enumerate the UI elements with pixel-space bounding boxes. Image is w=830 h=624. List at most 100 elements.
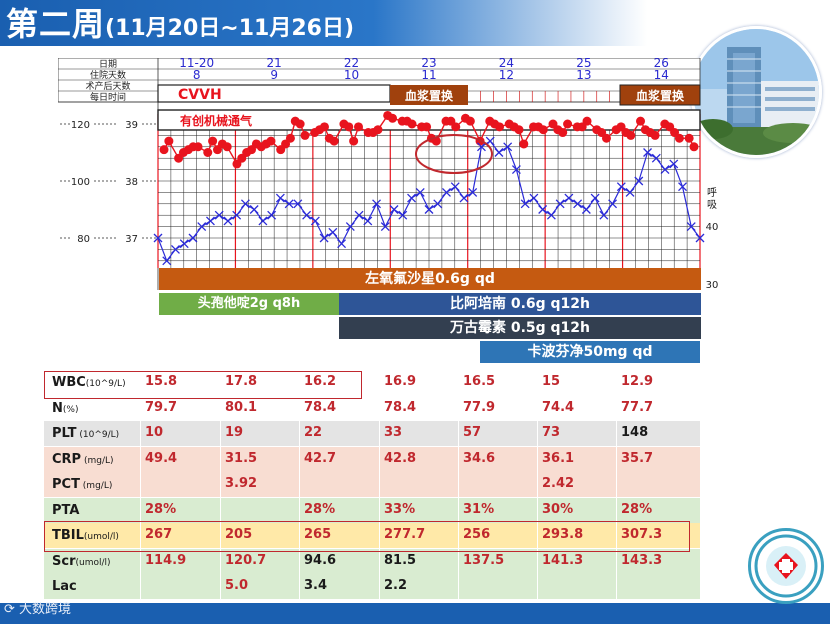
lab-value-cell: 205 xyxy=(225,527,253,542)
pulse-point xyxy=(689,142,699,152)
lab-value-cell: 74.4 xyxy=(542,399,575,415)
chart-resp-label: 呼 xyxy=(707,187,717,199)
pulse-point xyxy=(353,122,363,132)
lab-value-cell: 57 xyxy=(463,425,482,440)
temp-point-mark xyxy=(424,205,434,214)
pulse-point xyxy=(193,142,203,152)
pulse-point xyxy=(208,136,218,146)
pulse-point xyxy=(159,145,169,155)
temp-point-mark xyxy=(275,193,285,203)
lab-name: PTA xyxy=(52,498,79,523)
caspofungin-bar: 卡波芬净50mg qd xyxy=(480,341,700,363)
lab-results-table: WBC(10^9/L) 15.8 17.8 16.2 16.9 16.5 15 12.9 N(%… xyxy=(44,370,700,600)
lab-value-cell: 42.8 xyxy=(384,450,417,466)
lab-name: TBIL(umol/l) xyxy=(52,523,119,548)
lab-name: Lac xyxy=(52,574,77,599)
lab-unit: (umol/l) xyxy=(83,532,119,542)
pulse-point xyxy=(650,130,660,140)
lab-column-divider xyxy=(379,370,380,600)
hospital-name: 常州市第三人民医院感染科 xyxy=(677,3,822,17)
chart-resp-tick-label: 30 xyxy=(706,280,718,290)
temp-point-mark xyxy=(433,199,443,209)
temp-point-mark xyxy=(608,199,618,209)
lab-value-cell: 16.5 xyxy=(463,374,496,389)
plasma-exchange-label-2: 血浆置换 xyxy=(636,88,685,103)
lab-value-cell: 73 xyxy=(542,425,561,440)
temp-point-mark xyxy=(511,165,521,175)
lab-name: CRP (mg/L) xyxy=(52,447,114,472)
seal-emblem-icon xyxy=(754,534,818,598)
lab-row: Lac 5.0 3.4 2.2 xyxy=(44,574,700,599)
chart-resp-tick-label: 40 xyxy=(706,222,718,233)
temp-point-mark xyxy=(380,222,390,232)
temp-point-mark xyxy=(538,205,548,214)
lab-value-cell: 114.9 xyxy=(145,552,187,568)
lab-unit: (umol/l) xyxy=(75,557,111,568)
lab-value-cell: 78.4 xyxy=(304,399,337,415)
chart-temp-axis-label: 38 xyxy=(125,177,138,188)
temp-point-mark xyxy=(232,210,242,220)
lab-value-cell: 12.9 xyxy=(621,374,654,389)
temp-point-mark xyxy=(643,148,653,157)
pulse-point xyxy=(295,119,305,129)
lab-value-cell: 28% xyxy=(304,501,336,517)
lab-value-cell: 137.5 xyxy=(463,552,505,568)
chart-date-label: 11-20 xyxy=(179,58,214,70)
pulse-point xyxy=(626,130,636,140)
cvvh-label: CVVH xyxy=(178,87,222,103)
lab-value-cell: 2.42 xyxy=(542,476,575,491)
temp-line-segment xyxy=(638,152,649,182)
pulse-point xyxy=(222,142,232,152)
lab-value-cell: 3.92 xyxy=(225,476,258,491)
lab-unit: (10^9/L) xyxy=(85,379,126,389)
lab-value-cell: 256 xyxy=(463,527,491,542)
chart-date-label: 26 xyxy=(654,58,669,70)
lab-value-cell: 30% xyxy=(542,501,574,517)
temp-point-mark xyxy=(223,216,233,226)
temp-point-mark xyxy=(345,222,355,232)
temp-point-mark xyxy=(590,193,600,203)
lab-value-cell: 2.2 xyxy=(384,578,408,593)
temp-point-mark xyxy=(310,216,320,226)
pulse-point xyxy=(636,116,646,126)
pulse-point xyxy=(684,133,694,143)
temp-point-mark xyxy=(442,187,451,197)
chart-temp-axis-label: 39 xyxy=(125,120,138,131)
temp-point-mark xyxy=(564,193,574,203)
temp-point-mark xyxy=(616,182,626,192)
temp-point-mark xyxy=(302,210,312,220)
temp-point-mark xyxy=(249,205,259,214)
pulse-point xyxy=(563,119,573,129)
pulse-point xyxy=(495,122,505,132)
lab-row: CRP (mg/L) 49.4 31.5 42.7 42.8 34.6 36.1 35.7 xyxy=(44,446,700,472)
lab-value-cell: 77.9 xyxy=(463,399,496,415)
temp-point-mark xyxy=(546,210,556,220)
pulse-point xyxy=(388,113,398,123)
lab-value-cell: 33% xyxy=(384,501,416,517)
temp-point-mark xyxy=(625,187,635,197)
temp-point-mark xyxy=(319,233,329,243)
pulse-point xyxy=(319,122,329,132)
pulse-point xyxy=(601,133,611,143)
chart-hosp-day: 12 xyxy=(499,68,514,82)
watermark-text: 大数跨境 xyxy=(19,602,72,617)
lab-row: N(%) 79.7 80.1 78.4 78.4 77.9 74.4 77.7 xyxy=(44,395,700,421)
temp-line-segment xyxy=(402,197,413,216)
temp-point-mark xyxy=(171,244,180,254)
pulse-point xyxy=(349,136,359,146)
temp-line-segment xyxy=(341,226,351,244)
temp-line-segment xyxy=(157,237,168,262)
lab-value-cell: 78.4 xyxy=(384,399,417,415)
biapenem-bar: 比阿培南 0.6g q12h xyxy=(339,293,701,315)
temp-line-segment xyxy=(367,203,378,222)
lab-value-cell: 33 xyxy=(384,425,403,440)
footer-bar xyxy=(0,603,830,624)
pulse-point xyxy=(514,125,524,135)
chart-hosp-day: 13 xyxy=(576,68,591,82)
lab-unit: (%) xyxy=(62,404,79,415)
temp-point-mark xyxy=(337,239,347,249)
chart-hosp-day: 9 xyxy=(270,68,278,82)
chart-date-label: 24 xyxy=(499,58,514,70)
temp-line-segment xyxy=(681,186,692,227)
